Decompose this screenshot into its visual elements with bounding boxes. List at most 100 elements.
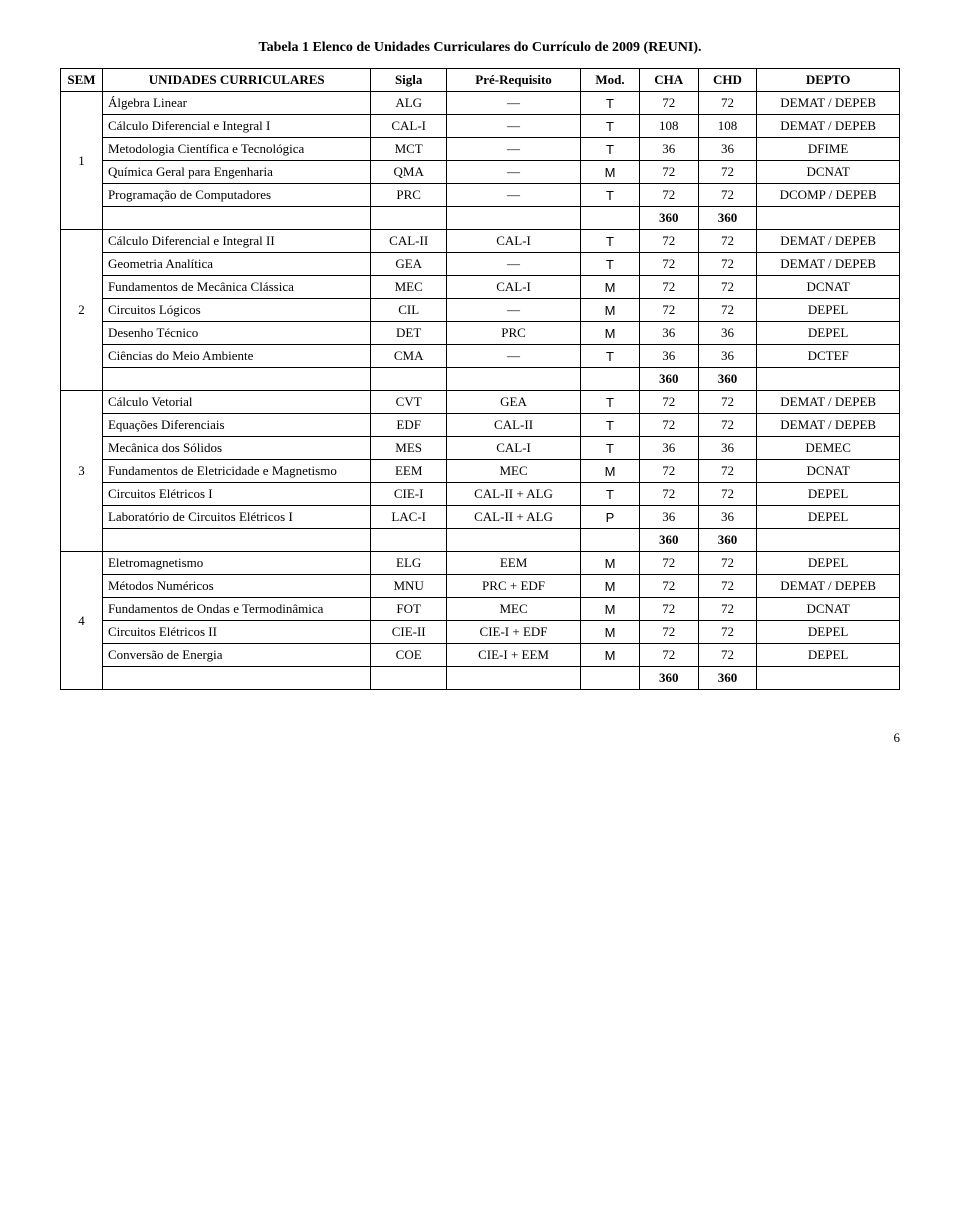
- unit-chd: 72: [698, 621, 757, 644]
- unit-sigla: MCT: [371, 138, 447, 161]
- unit-mod: M: [581, 460, 640, 483]
- unit-sigla: LAC-I: [371, 506, 447, 529]
- unit-chd: 36: [698, 506, 757, 529]
- unit-name: Cálculo Diferencial e Integral II: [102, 230, 370, 253]
- unit-prereq: —: [446, 345, 580, 368]
- unit-chd: 36: [698, 322, 757, 345]
- table-row: Circuitos LógicosCIL—M7272DEPEL: [61, 299, 900, 322]
- unit-sigla: MES: [371, 437, 447, 460]
- unit-mod: T: [581, 437, 640, 460]
- unit-mod: M: [581, 161, 640, 184]
- table-row: Circuitos Elétricos IICIE-IICIE-I + EDFM…: [61, 621, 900, 644]
- unit-name: Fundamentos de Eletricidade e Magnetismo: [102, 460, 370, 483]
- table-row: Metodologia Científica e TecnológicaMCT—…: [61, 138, 900, 161]
- unit-cha: 36: [639, 138, 698, 161]
- unit-prereq: —: [446, 299, 580, 322]
- unit-sigla: CMA: [371, 345, 447, 368]
- unit-mod: M: [581, 299, 640, 322]
- unit-prereq: PRC + EDF: [446, 575, 580, 598]
- unit-prereq: GEA: [446, 391, 580, 414]
- table-row: Conversão de EnergiaCOECIE-I + EEMM7272D…: [61, 644, 900, 667]
- unit-chd: 72: [698, 391, 757, 414]
- unit-cha: 72: [639, 598, 698, 621]
- subtotal-cell: [757, 667, 900, 690]
- unit-prereq: —: [446, 115, 580, 138]
- subtotal-cell: [757, 368, 900, 391]
- unit-cha: 72: [639, 575, 698, 598]
- unit-mod: M: [581, 552, 640, 575]
- unit-chd: 36: [698, 437, 757, 460]
- header-mod: Mod.: [581, 69, 640, 92]
- unit-chd: 72: [698, 299, 757, 322]
- table-row: Fundamentos de Mecânica ClássicaMECCAL-I…: [61, 276, 900, 299]
- table-row: Geometria AnalíticaGEA—T7272DEMAT / DEPE…: [61, 253, 900, 276]
- unit-depto: DCNAT: [757, 460, 900, 483]
- table-row: Métodos NuméricosMNUPRC + EDFM7272DEMAT …: [61, 575, 900, 598]
- unit-sigla: EEM: [371, 460, 447, 483]
- header-cha: CHA: [639, 69, 698, 92]
- unit-depto: DEMAT / DEPEB: [757, 115, 900, 138]
- unit-prereq: CAL-II + ALG: [446, 506, 580, 529]
- table-row: 1Álgebra LinearALG—T7272DEMAT / DEPEB: [61, 92, 900, 115]
- unit-depto: DEPEL: [757, 644, 900, 667]
- unit-cha: 36: [639, 322, 698, 345]
- table-title: Tabela 1 Elenco de Unidades Curriculares…: [60, 40, 900, 56]
- table-row: Ciências do Meio AmbienteCMA—T3636DCTEF: [61, 345, 900, 368]
- unit-cha: 72: [639, 391, 698, 414]
- unit-cha: 72: [639, 644, 698, 667]
- unit-prereq: CAL-I: [446, 230, 580, 253]
- subtotal-cell: [581, 667, 640, 690]
- unit-mod: M: [581, 621, 640, 644]
- unit-name: Cálculo Diferencial e Integral I: [102, 115, 370, 138]
- table-row: Fundamentos de Eletricidade e Magnetismo…: [61, 460, 900, 483]
- unit-cha: 72: [639, 253, 698, 276]
- unit-cha: 72: [639, 460, 698, 483]
- unit-name: Desenho Técnico: [102, 322, 370, 345]
- subtotal-cell: [446, 529, 580, 552]
- unit-sigla: MNU: [371, 575, 447, 598]
- unit-sigla: CVT: [371, 391, 447, 414]
- unit-depto: DEPEL: [757, 552, 900, 575]
- subtotal-row: 360360: [61, 667, 900, 690]
- subtotal-cell: [102, 529, 370, 552]
- unit-chd: 72: [698, 253, 757, 276]
- subtotal-cell: 360: [698, 529, 757, 552]
- unit-chd: 72: [698, 161, 757, 184]
- unit-depto: DEMAT / DEPEB: [757, 92, 900, 115]
- unit-cha: 72: [639, 414, 698, 437]
- unit-depto: DCNAT: [757, 276, 900, 299]
- semester-cell: 1: [61, 92, 103, 230]
- page-number: 6: [60, 730, 900, 746]
- subtotal-cell: 360: [639, 529, 698, 552]
- unit-mod: M: [581, 598, 640, 621]
- table-row: Equações DiferenciaisEDFCAL-IIT7272DEMAT…: [61, 414, 900, 437]
- unit-sigla: ELG: [371, 552, 447, 575]
- unit-name: Laboratório de Circuitos Elétricos I: [102, 506, 370, 529]
- unit-prereq: —: [446, 184, 580, 207]
- unit-chd: 72: [698, 184, 757, 207]
- subtotal-cell: 360: [698, 207, 757, 230]
- unit-sigla: CIE-II: [371, 621, 447, 644]
- unit-sigla: CAL-II: [371, 230, 447, 253]
- unit-depto: DFIME: [757, 138, 900, 161]
- subtotal-cell: [581, 529, 640, 552]
- unit-mod: T: [581, 391, 640, 414]
- unit-cha: 72: [639, 483, 698, 506]
- unit-prereq: PRC: [446, 322, 580, 345]
- unit-cha: 72: [639, 161, 698, 184]
- header-unit: UNIDADES CURRICULARES: [102, 69, 370, 92]
- unit-prereq: —: [446, 253, 580, 276]
- table-row: Química Geral para EngenhariaQMA—M7272DC…: [61, 161, 900, 184]
- unit-prereq: CAL-II + ALG: [446, 483, 580, 506]
- unit-name: Circuitos Lógicos: [102, 299, 370, 322]
- subtotal-row: 360360: [61, 529, 900, 552]
- unit-sigla: MEC: [371, 276, 447, 299]
- unit-cha: 108: [639, 115, 698, 138]
- unit-depto: DEPEL: [757, 322, 900, 345]
- unit-prereq: —: [446, 138, 580, 161]
- unit-depto: DEPEL: [757, 299, 900, 322]
- unit-mod: T: [581, 414, 640, 437]
- unit-name: Fundamentos de Ondas e Termodinâmica: [102, 598, 370, 621]
- table-row: Cálculo Diferencial e Integral ICAL-I—T1…: [61, 115, 900, 138]
- unit-chd: 72: [698, 230, 757, 253]
